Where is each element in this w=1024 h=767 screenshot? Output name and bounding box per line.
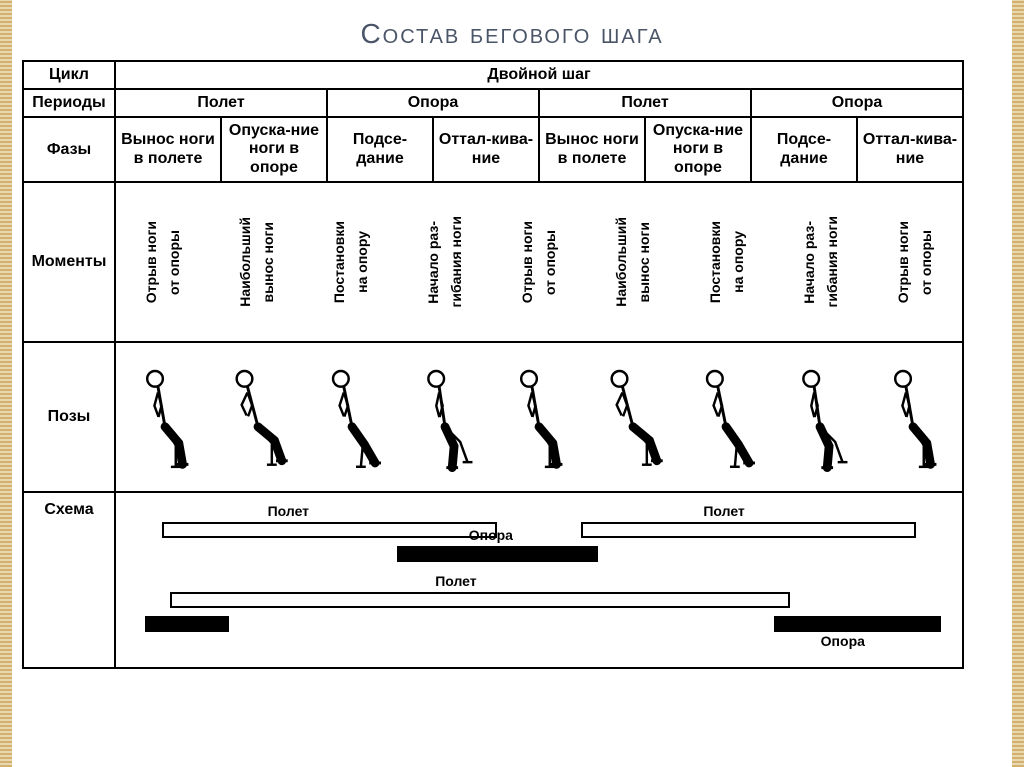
moment-text: от опоры <box>919 230 934 295</box>
running-step-table: Цикл Двойной шаг Периоды Полет Опора Пол… <box>22 60 964 669</box>
phase-2: Подсе-дание <box>327 117 433 182</box>
period-1: Опора <box>327 89 539 117</box>
moment-3: Начало раз-гибания ноги <box>426 187 465 337</box>
moment-2: Постановки на опору <box>332 187 371 337</box>
moment-text: Постановки <box>332 221 347 303</box>
moment-text: Отрыв ноги <box>144 221 159 303</box>
schema-track: Полет <box>120 589 958 611</box>
pose-figure-3 <box>401 352 489 482</box>
schema-bar-label: Опора <box>821 633 865 649</box>
label-poses: Позы <box>23 342 115 492</box>
schema-bar <box>774 616 942 632</box>
label-cycle: Цикл <box>23 61 115 89</box>
moment-text: на опору <box>355 231 370 293</box>
moment-0: Отрыв ноги от опоры <box>144 187 183 337</box>
moment-6: Постановки на опору <box>708 187 747 337</box>
phase-5: Опуска-ние ноги в опоре <box>645 117 751 182</box>
pose-figure-5 <box>589 352 677 482</box>
schema-bar <box>162 522 497 538</box>
period-2: Полет <box>539 89 751 117</box>
row-moments: Моменты Отрыв ноги от опоры Наибольший выно… <box>23 182 963 342</box>
phase-3: Оттал-кива-ние <box>433 117 539 182</box>
moment-text: от опоры <box>543 230 558 295</box>
row-phases: Фазы Вынос ноги в полете Опуска-ние ноги… <box>23 117 963 182</box>
label-schema: Схема <box>23 492 115 668</box>
row-periods: Периоды Полет Опора Полет Опора <box>23 89 963 117</box>
moment-text: гибания ноги <box>825 216 840 307</box>
pose-figure-2 <box>308 352 396 482</box>
schema-bar-label: Полет <box>435 573 476 589</box>
moment-text: Постановки <box>708 221 723 303</box>
pose-figure-4 <box>495 352 583 482</box>
phase-1: Опуска-ние ноги в опоре <box>221 117 327 182</box>
schema-bar <box>145 616 229 632</box>
moment-text: на опору <box>731 231 746 293</box>
schema-bar <box>397 546 598 562</box>
pose-figure-7 <box>776 352 864 482</box>
moment-4: Отрыв ноги от опоры <box>520 187 559 337</box>
moment-text: вынос ноги <box>637 222 652 303</box>
moment-text: Отрыв ноги <box>520 221 535 303</box>
moment-text: гибания ноги <box>449 216 464 307</box>
moment-text: Начало раз- <box>802 221 817 304</box>
pose-figure-0 <box>121 352 209 482</box>
moment-8: Отрыв ноги от опоры <box>896 187 935 337</box>
moment-text: Начало раз- <box>426 221 441 304</box>
decorative-right-stripe <box>1012 0 1024 767</box>
row-cycle: Цикл Двойной шаг <box>23 61 963 89</box>
pose-figure-8 <box>869 352 957 482</box>
label-periods: Периоды <box>23 89 115 117</box>
period-3: Опора <box>751 89 963 117</box>
phase-0: Вынос ноги в полете <box>115 117 221 182</box>
schema-bar-label: Полет <box>703 503 744 519</box>
phase-7: Оттал-кива-ние <box>857 117 963 182</box>
schema-track: Опора <box>120 613 958 635</box>
schema-track: ПолетПолет <box>120 519 958 541</box>
moment-5: Наибольший вынос ноги <box>614 187 653 337</box>
row-poses: Позы <box>23 342 963 492</box>
label-phases: Фазы <box>23 117 115 182</box>
schema-bar-label: Полет <box>268 503 309 519</box>
cycle-value: Двойной шаг <box>115 61 963 89</box>
moment-text: вынос ноги <box>261 222 276 303</box>
period-0: Полет <box>115 89 327 117</box>
pose-figure-1 <box>214 352 302 482</box>
schema-bar-label: Опора <box>469 527 513 543</box>
moment-text: Наибольший <box>238 217 253 307</box>
moment-text: от опоры <box>167 230 182 295</box>
moment-text: Наибольший <box>614 217 629 307</box>
schema-bar <box>581 522 916 538</box>
pose-figure-6 <box>682 352 770 482</box>
row-schema: Схема ПолетПолетОпораПолетОпора <box>23 492 963 668</box>
schema-track: Опора <box>120 543 958 565</box>
decorative-left-stripe <box>0 0 12 767</box>
schema-bar <box>170 592 790 608</box>
phase-6: Подсе-дание <box>751 117 857 182</box>
phase-4: Вынос ноги в полете <box>539 117 645 182</box>
page-title: Состав бегового шага <box>0 0 1024 60</box>
moment-7: Начало раз-гибания ноги <box>802 187 841 337</box>
label-moments: Моменты <box>23 182 115 342</box>
moment-1: Наибольший вынос ноги <box>238 187 277 337</box>
moment-text: Отрыв ноги <box>896 221 911 303</box>
